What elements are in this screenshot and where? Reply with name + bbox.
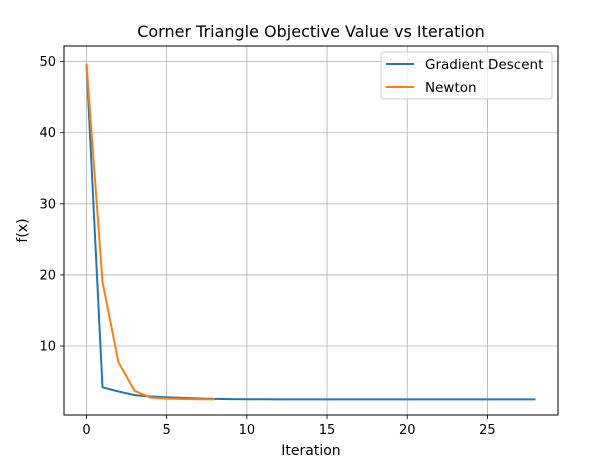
x-tick-label: 0 bbox=[82, 423, 90, 438]
ticks: 0 5 10 15 20 25 10 20 30 40 50 bbox=[39, 55, 495, 438]
x-axis-label: Iteration bbox=[281, 443, 340, 459]
legend-box bbox=[380, 51, 553, 100]
legend: Gradient Descent Newton bbox=[380, 51, 553, 100]
y-tick-label: 20 bbox=[39, 268, 56, 283]
legend-label-2: Newton bbox=[425, 80, 477, 96]
y-tick-label: 50 bbox=[39, 55, 56, 70]
x-tick-label: 25 bbox=[479, 423, 496, 438]
legend-label-1: Gradient Descent bbox=[425, 57, 543, 73]
chart-title: Corner Triangle Objective Value vs Itera… bbox=[137, 22, 485, 41]
y-axis-label: f(x) bbox=[15, 218, 31, 242]
series-line-1 bbox=[85, 63, 536, 401]
plot-frame bbox=[63, 45, 559, 416]
series-layer bbox=[85, 63, 536, 401]
y-tick-label: 10 bbox=[39, 340, 56, 355]
y-tick-label: 40 bbox=[39, 126, 56, 141]
x-tick-label: 15 bbox=[319, 423, 336, 438]
series-line-2 bbox=[85, 63, 215, 401]
x-tick-label: 5 bbox=[163, 423, 171, 438]
x-tick-label: 20 bbox=[399, 423, 416, 438]
x-tick-label: 10 bbox=[239, 423, 256, 438]
y-tick-label: 30 bbox=[39, 197, 56, 212]
